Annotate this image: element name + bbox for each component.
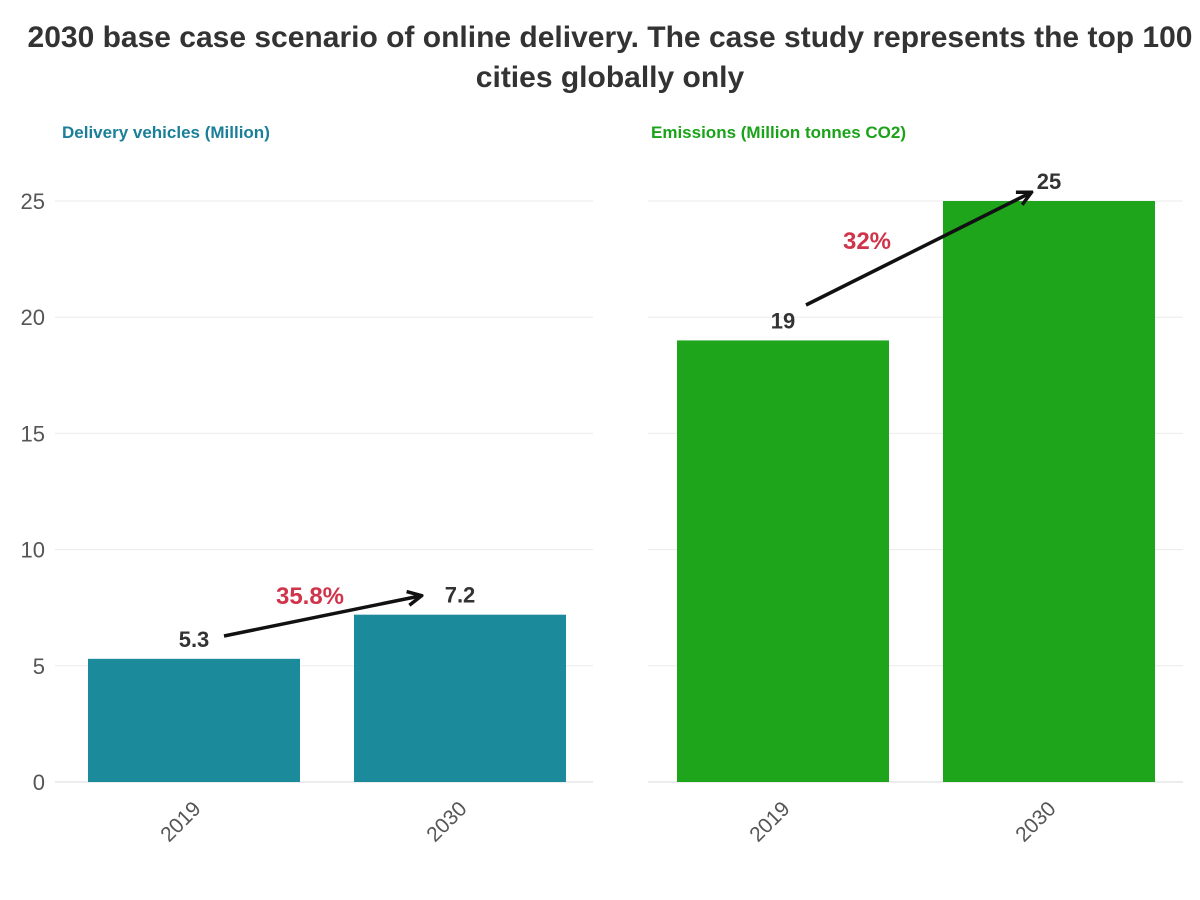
growth-arrow xyxy=(805,193,1030,307)
y-tick-label: 15 xyxy=(21,421,45,446)
bar xyxy=(88,658,300,782)
growth-arrow xyxy=(223,596,420,638)
bar xyxy=(677,340,889,782)
data-label: 7.2 xyxy=(445,583,476,608)
y-tick-label: 25 xyxy=(21,189,45,214)
y-tick-label: 10 xyxy=(21,538,45,563)
growth-annotation: 32% xyxy=(843,228,891,255)
y-tick-label: 0 xyxy=(33,770,45,795)
chart-title: 2030 base case scenario of online delive… xyxy=(27,21,1193,94)
y-tick-label: 5 xyxy=(33,654,45,679)
bar xyxy=(354,614,566,782)
growth-annotation: 35.8% xyxy=(276,583,344,610)
emissions-panel-title: Emissions (Million tonnes CO2) xyxy=(651,123,907,142)
y-tick-label: 20 xyxy=(21,305,45,330)
x-tick-label: 2030 xyxy=(1011,797,1060,846)
data-label: 19 xyxy=(771,308,795,333)
x-tick-label: 2030 xyxy=(422,797,471,846)
data-label: 25 xyxy=(1037,169,1061,194)
x-tick-label: 2019 xyxy=(156,797,205,846)
delivery-vehicles-panel-title: Delivery vehicles (Million) xyxy=(62,123,270,142)
x-tick-label: 2019 xyxy=(745,797,794,846)
data-label: 5.3 xyxy=(179,627,210,652)
bar xyxy=(943,201,1155,782)
